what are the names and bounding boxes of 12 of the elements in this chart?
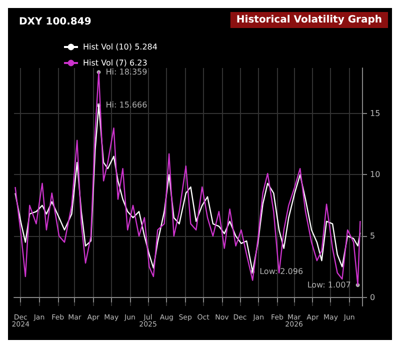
y-tick-label: 10 — [370, 170, 380, 180]
chart-subtitle: DXY 100.849 — [19, 16, 92, 28]
legend-label: Hist Vol (7) 6.23 — [83, 58, 148, 68]
annotation: Low: 2.096 — [260, 267, 304, 276]
legend-label: Hist Vol (10) 5.284 — [83, 42, 158, 52]
y-tick-label: 15 — [370, 108, 380, 118]
annotation: Low: 1.007 — [307, 280, 351, 290]
y-tick-label: 0 — [370, 292, 376, 302]
chart-title: Historical Volatility Graph — [236, 14, 382, 26]
y-tick-label: 5 — [370, 232, 376, 241]
annotation: Hi: 15.666 — [106, 100, 148, 110]
annotation: Hi: 18.359 — [106, 68, 148, 77]
